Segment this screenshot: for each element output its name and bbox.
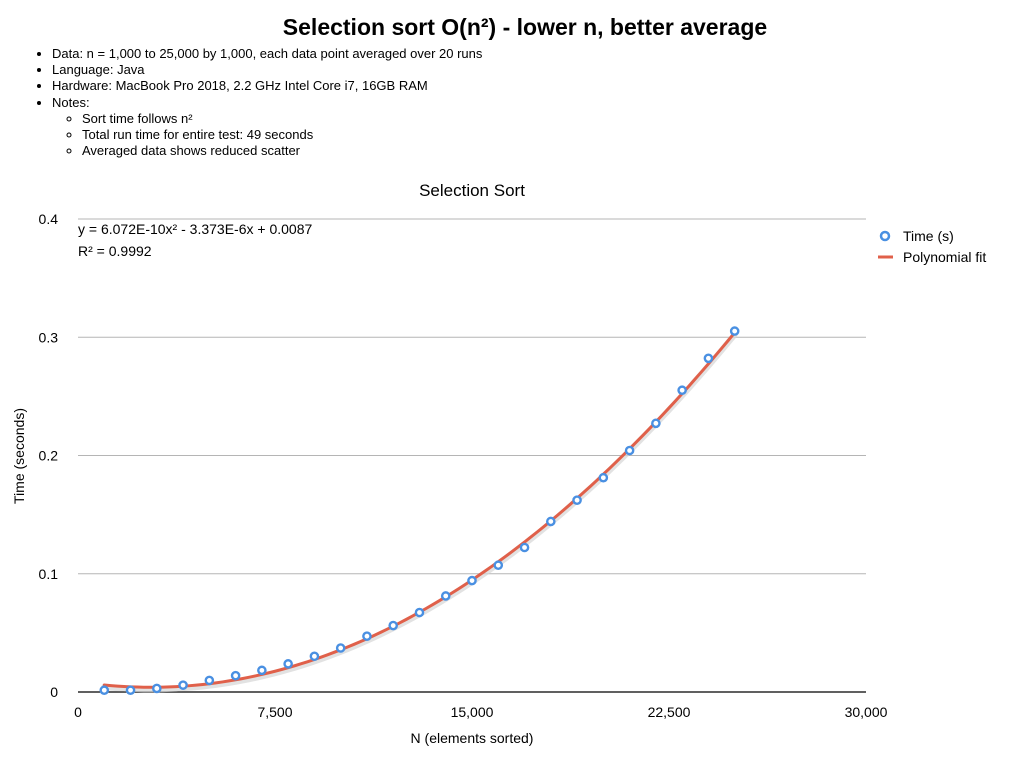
data-point [178, 680, 188, 690]
y-tick-label: 0.3 [39, 329, 59, 345]
data-point [99, 685, 110, 696]
data-point [546, 516, 556, 527]
x-tick-label: 30,000 [845, 704, 888, 720]
data-points [99, 326, 740, 696]
data-point [335, 643, 346, 653]
data-point [572, 495, 582, 505]
data-point [125, 685, 136, 696]
fit-r-squared: R² = 0.9992 [78, 243, 152, 259]
note-item: Language: Java [52, 62, 482, 78]
data-point [440, 591, 451, 601]
fit-equation: y = 6.072E-10x² - 3.373E-6x + 0.0087 [78, 221, 312, 237]
data-point [519, 542, 530, 553]
page-title: Selection sort O(n²) - lower n, better a… [282, 14, 768, 40]
x-tick-labels: 0 7,500 15,000 22,500 30,000 [74, 704, 888, 720]
y-tick-label: 0.2 [39, 448, 59, 464]
subnotes-list: Sort time follows n² Total run time for … [52, 111, 482, 160]
x-tick-label: 0 [74, 704, 82, 720]
data-point [703, 353, 714, 364]
data-point [624, 445, 635, 456]
legend: Time (s) Polynomial fit [878, 228, 986, 265]
data-point [309, 651, 320, 662]
legend-label-fit: Polynomial fit [903, 249, 986, 265]
notes-list: Data: n = 1,000 to 25,000 by 1,000, each… [34, 46, 482, 159]
data-point [230, 670, 241, 681]
subnote-item: Averaged data shows reduced scatter [82, 143, 482, 159]
subnote-item: Sort time follows n² [82, 111, 482, 127]
data-point [729, 326, 740, 336]
data-point [204, 675, 215, 686]
note-item: Data: n = 1,000 to 25,000 by 1,000, each… [52, 46, 482, 62]
y-tick-label: 0.4 [39, 211, 59, 227]
x-tick-label: 15,000 [451, 704, 494, 720]
data-point [151, 683, 162, 694]
data-point [283, 659, 293, 669]
note-item: Notes: Sort time follows n² Total run ti… [52, 95, 482, 160]
grid-lines [78, 218, 866, 575]
data-point [677, 385, 687, 396]
note-item: Hardware: MacBook Pro 2018, 2.2 GHz Inte… [52, 78, 482, 94]
y-axis-title: Time (seconds) [11, 408, 27, 504]
note-item-label: Notes: [52, 94, 90, 110]
trendline [101, 331, 738, 693]
trendline-shadow [101, 331, 738, 693]
data-point [493, 560, 504, 571]
data-point [651, 418, 661, 429]
data-point [388, 620, 399, 631]
y-tick-label: 0 [50, 684, 58, 700]
y-tick-labels: 0 0.1 0.2 0.3 0.4 [39, 211, 59, 700]
legend-label-points: Time (s) [903, 228, 954, 244]
trendline-path [102, 331, 737, 689]
x-axis-title: N (elements sorted) [411, 730, 534, 746]
x-tick-label: 7,500 [257, 704, 292, 720]
data-point [362, 631, 372, 641]
data-point [598, 472, 609, 483]
data-point [257, 665, 267, 676]
data-point [414, 607, 425, 618]
y-tick-label: 0.1 [39, 566, 59, 582]
data-point [467, 575, 477, 586]
chart-title: Selection Sort [419, 181, 525, 200]
x-tick-label: 22,500 [648, 704, 691, 720]
subnote-item: Total run time for entire test: 49 secon… [82, 127, 482, 143]
legend-marker-points [879, 230, 891, 242]
